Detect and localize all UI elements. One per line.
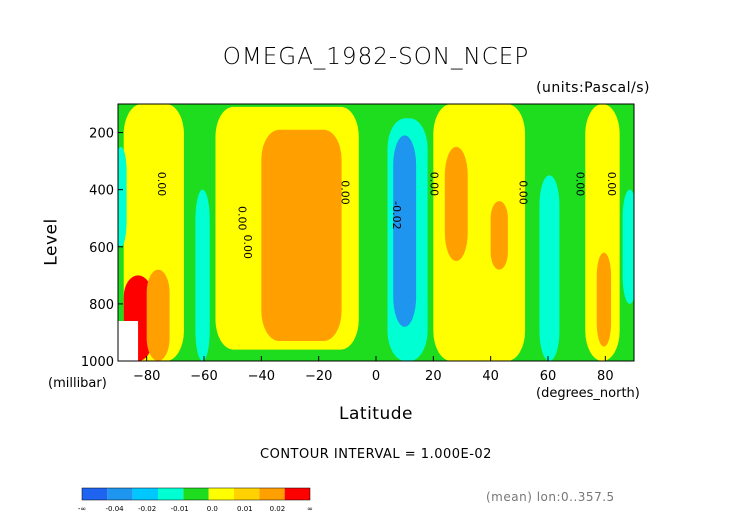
x-tick-label: 20 [425, 369, 442, 384]
contour-region-negative [118, 146, 127, 247]
contour-label: 0.00 [235, 206, 248, 231]
colorbar-swatch [234, 488, 260, 500]
x-tick-label: −40 [248, 369, 275, 384]
colorbar-swatch [82, 488, 108, 500]
x-tick-label: −80 [133, 369, 160, 384]
contour-region-strong-positive [596, 252, 612, 347]
units-note: (units:Pascal/s) [536, 80, 650, 96]
colorbar-label: 0.01 [237, 505, 253, 513]
contour-region-negative [539, 175, 560, 361]
contour-region-strong-positive [261, 129, 342, 342]
colorbar-label: -0.02 [138, 505, 156, 513]
colorbar-frame [81, 487, 311, 501]
contour-label: 0.00 [574, 172, 587, 197]
colorbar-swatch [158, 488, 184, 500]
contour-region-strong-positive [490, 201, 508, 270]
contour-region-strong-negative [393, 135, 417, 327]
x-tick-label: −20 [305, 369, 332, 384]
colorbar-swatch [284, 488, 310, 500]
colorbar-swatch [208, 488, 234, 500]
contour-label: 0.00 [516, 180, 529, 205]
colorbar-swatch [132, 488, 158, 500]
contour-region-negative [195, 189, 210, 361]
colorbar-label: -0.04 [106, 505, 125, 513]
missing-data-patch [118, 321, 139, 361]
chart-title: OMEGA_1982-SON_NCEP [222, 44, 530, 70]
y-axis-units: (millibar) [48, 376, 107, 391]
colorbar-swatch [259, 488, 285, 500]
y-tick-label: 1000 [81, 355, 114, 370]
x-tick-label: 40 [482, 369, 499, 384]
contour-region-strong-positive [444, 146, 468, 262]
contour-region-negative [622, 189, 634, 304]
colorbar-label: 0.02 [270, 505, 286, 513]
mean-footnote: (mean) lon:0..357.5 [486, 490, 615, 504]
colorbar-swatch [183, 488, 209, 500]
x-axis-units: (degrees_north) [536, 386, 640, 401]
contour-label: 0.00 [241, 235, 254, 260]
x-tick-label: 80 [597, 369, 614, 384]
y-tick-label: 200 [89, 127, 114, 142]
contour-label: -0.02 [390, 201, 403, 229]
contour-label: 0.00 [427, 172, 440, 197]
contour-label: 0.00 [339, 180, 352, 205]
contour-interval-note: CONTOUR INTERVAL = 1.000E-02 [260, 447, 492, 462]
contour-label: 0.00 [605, 172, 618, 197]
x-axis-label: Latitude [339, 404, 413, 424]
colorbar-label: ∞ [307, 505, 313, 513]
colorbar-label: -0.01 [171, 505, 189, 513]
x-tick-label: −60 [190, 369, 217, 384]
contour-label: 0.00 [155, 172, 168, 197]
colorbar-label: -∞ [78, 505, 86, 513]
y-tick-label: 600 [89, 241, 114, 256]
colorbar-label: 0.0 [207, 505, 218, 513]
y-tick-label: 400 [89, 184, 114, 199]
contour-region-strong-positive [146, 269, 170, 361]
y-tick-label: 800 [89, 298, 114, 313]
x-tick-label: 0 [372, 369, 380, 384]
x-tick-label: 60 [540, 369, 557, 384]
colorbar-swatch [107, 488, 133, 500]
